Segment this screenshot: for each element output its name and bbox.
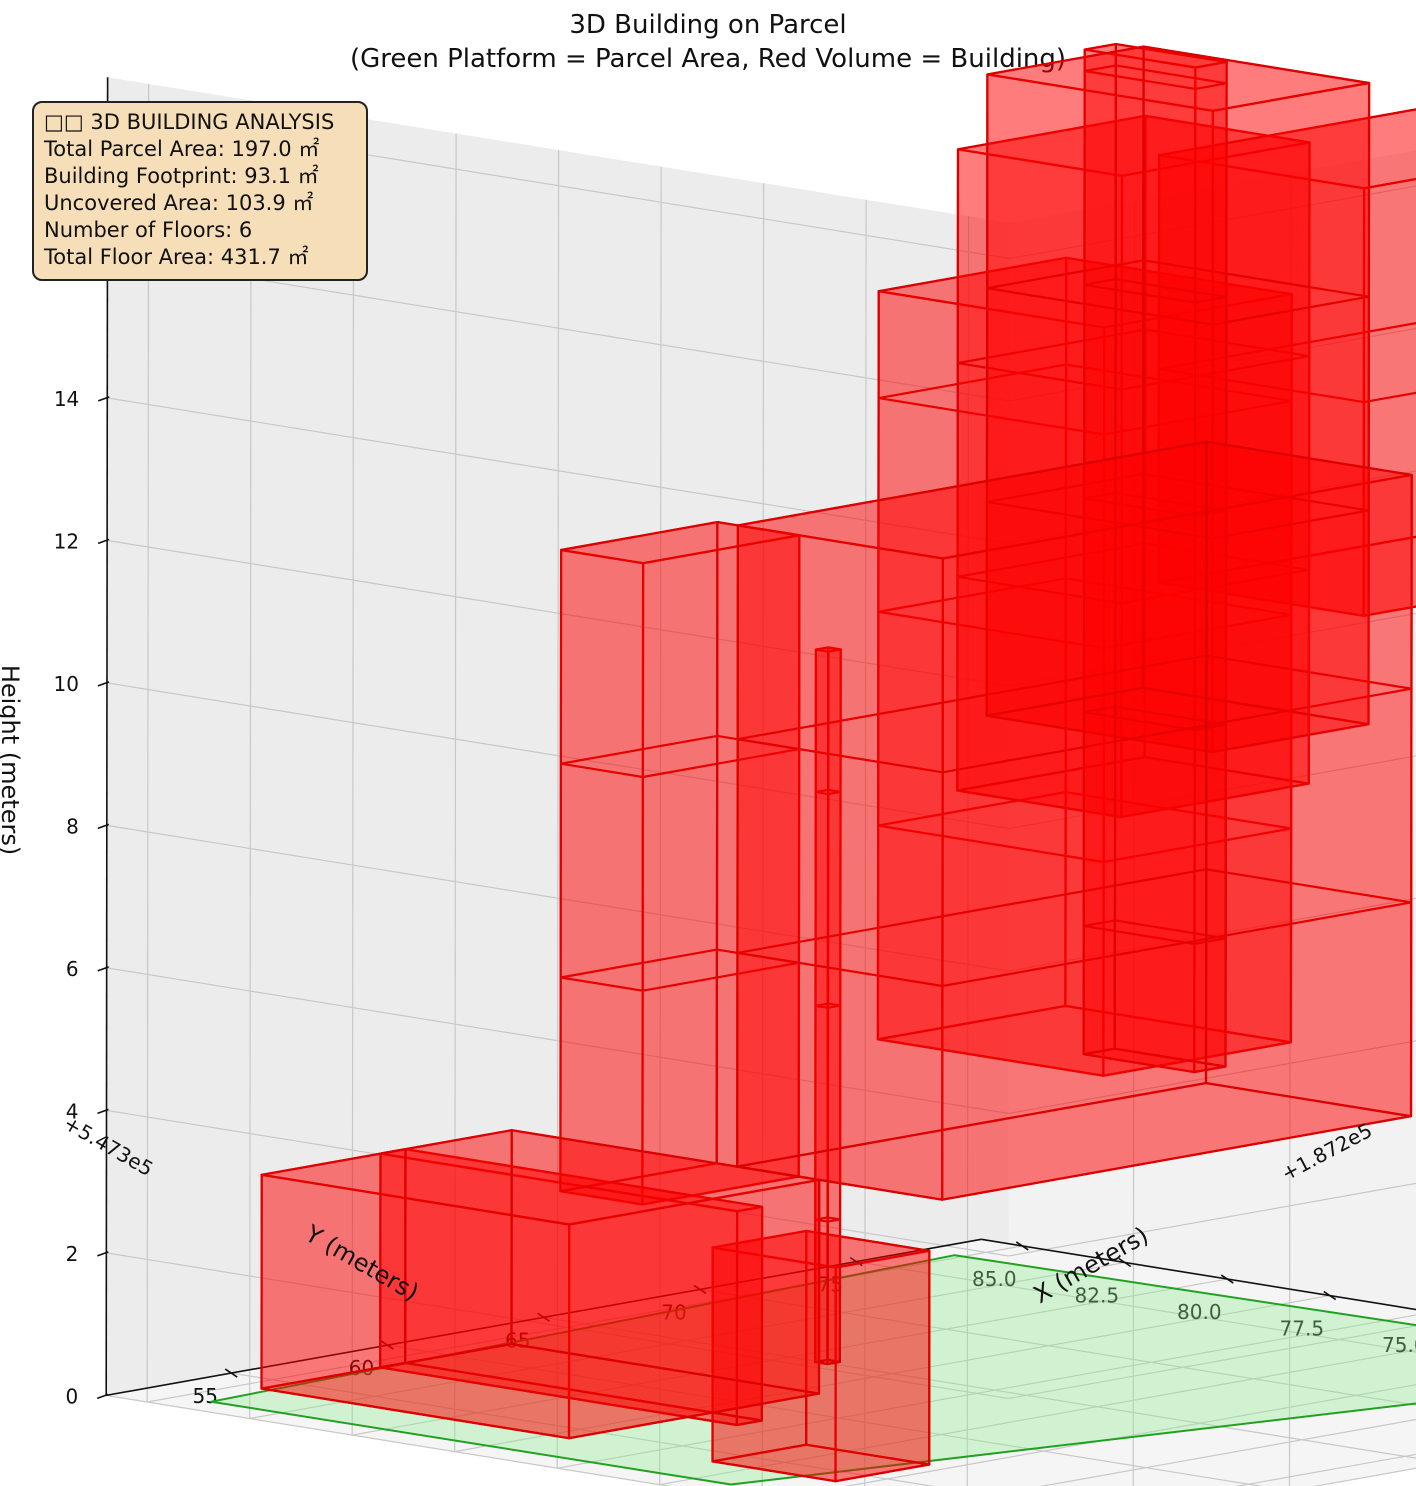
analysis-info-box: □□ 3D BUILDING ANALYSIS Total Parcel Are…: [32, 101, 368, 281]
grid-line-z: [1009, 470, 1416, 545]
grid-line-z: [1008, 755, 1416, 830]
info-line-building-footprint: Building Footprint: 93.1 ㎡: [44, 164, 319, 188]
grid-line-y: [1235, 1453, 1416, 1486]
grid-line-z: [106, 967, 1009, 1115]
y-tick-label: 75.0: [1382, 1333, 1416, 1357]
grid-line-y: [454, 1294, 1330, 1453]
grid-line-y: [966, 216, 970, 1486]
building-block-face: [1204, 440, 1413, 1118]
grid-line-y: [146, 83, 150, 1402]
info-line-uncovered-area: Uncovered Area: 103.9 ㎡: [44, 191, 314, 215]
z-tick: [97, 396, 110, 402]
grid-line-z: [1009, 327, 1416, 402]
z-tick: [97, 1108, 109, 1115]
y-tick: [1118, 1257, 1132, 1268]
z-axis-line: [105, 77, 109, 1396]
grid-line-y: [147, 1245, 1023, 1403]
chart-subtitle: (Green Platform = Parcel Area, Red Volum…: [349, 44, 1067, 74]
grid-line-z: [1009, 612, 1416, 687]
grid-line-y: [249, 100, 252, 1419]
z-tick: [97, 823, 110, 830]
z-tick: [97, 1251, 109, 1257]
building-block-face: [260, 1129, 513, 1390]
y-axis-line: [981, 1238, 1416, 1311]
grid-line-y: [557, 1314, 1416, 1469]
info-box-heading: □□ 3D BUILDING ANALYSIS: [44, 110, 335, 134]
x-tick-label: 55: [192, 1384, 217, 1408]
z-tick-label: 8: [66, 814, 79, 838]
grid-line-z: [106, 824, 1009, 972]
y-tick-label: 80.0: [1177, 1300, 1222, 1324]
building-block-face: [985, 45, 1145, 717]
grid-line-y: [351, 116, 355, 1436]
grid-line-y: [1039, 1418, 1416, 1486]
z-axis-label: Height (meters): [0, 665, 24, 855]
z-tick: [96, 1393, 109, 1400]
z-tick-label: 4: [66, 1099, 79, 1123]
x-tick: [537, 1312, 551, 1323]
x-tick: [693, 1284, 707, 1295]
grid-line-z: [107, 397, 1010, 545]
z-tick-label: 10: [54, 672, 79, 696]
grid-line-y: [454, 133, 457, 1452]
grid-line-z: [1008, 1182, 1416, 1257]
info-line-total-floor-area: Total Floor Area: 431.7 ㎡: [44, 245, 309, 269]
z-tick: [97, 681, 110, 687]
y-tick-label: 77.5: [1280, 1317, 1325, 1341]
z-tick: [97, 966, 109, 972]
y-tick-label: 85.0: [972, 1267, 1017, 1291]
z-tick-label: 2: [66, 1242, 79, 1266]
building-block-face: [876, 256, 1068, 1041]
grid-line-z: [106, 1394, 672, 1486]
z-tick-label: 12: [54, 529, 79, 553]
grid-line-z: [1008, 1040, 1416, 1115]
grid-line-y: [844, 1384, 1416, 1486]
x-tick: [849, 1256, 863, 1267]
building-spire-face: [1082, 42, 1118, 1056]
x-tick-label: 75: [818, 1273, 843, 1297]
grid-line-z: [106, 682, 1010, 830]
grid-line-z: [106, 1252, 1009, 1400]
building-block-face: [559, 520, 719, 1193]
building-block-face: [736, 440, 1208, 1168]
x-tick: [381, 1340, 394, 1350]
grid-line-z: [1008, 897, 1416, 972]
grid-line-y: [556, 150, 560, 1469]
y-tick: [1323, 1290, 1337, 1301]
grid-line-z: [1008, 1325, 1416, 1400]
z-tick-label: 14: [54, 387, 79, 411]
y-tick-label: 82.5: [1075, 1283, 1120, 1307]
y-tick: [1220, 1274, 1234, 1284]
grid-line-y: [659, 166, 662, 1485]
plot-scene: [210, 42, 1416, 1486]
grid-line-y: [249, 1261, 1125, 1420]
z-tick-label: 6: [66, 957, 79, 981]
grid-line-z: [1009, 185, 1416, 260]
info-line-parcel-area: Total Parcel Area: 197.0 ㎡: [44, 137, 320, 161]
x-tick: [224, 1368, 238, 1378]
grid-line-y: [864, 199, 867, 1486]
grid-line-x: [1132, 200, 1136, 1486]
z-tick-label: 0: [65, 1384, 78, 1408]
grid-line-y: [659, 1349, 1416, 1486]
grid-line-z: [107, 539, 1010, 687]
chart-title: 3D Building on Parcel: [569, 10, 847, 40]
z-tick: [97, 538, 110, 545]
pane-back-right: [1008, 150, 1416, 1486]
grid-line-y: [352, 1278, 1228, 1436]
parcel-platform: [210, 1254, 1416, 1486]
y-tick: [1015, 1241, 1029, 1251]
info-line-floors: Number of Floors: 6: [44, 218, 253, 242]
building-block-face: [379, 1148, 407, 1369]
